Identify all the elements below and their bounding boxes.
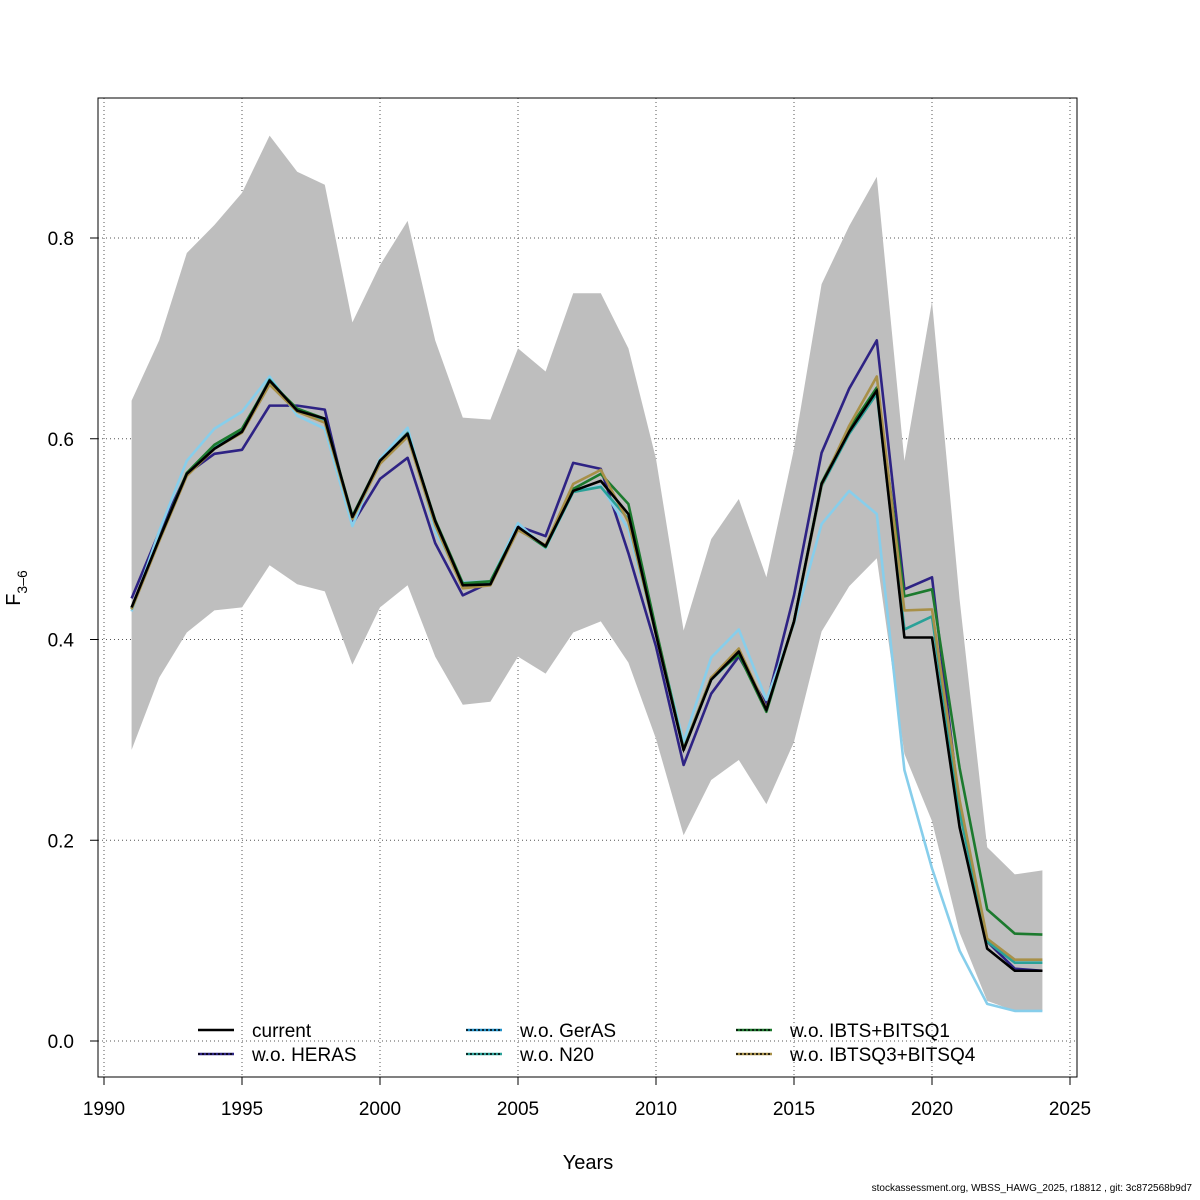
x-tick-label: 2015	[773, 1099, 815, 1120]
x-tick-label: 2010	[635, 1099, 677, 1120]
legend-label: w.o. N20	[519, 1045, 594, 1066]
x-axis: 1990 1995 2000 2005 2010 2015 2020 2025	[83, 1076, 1091, 1120]
series-line-current-overlay	[572, 387, 1043, 972]
legend-item: w.o. HERAS	[198, 1045, 357, 1066]
legend-label: w.o. GerAS	[519, 1021, 616, 1042]
legend-label: w.o. IBTSQ3+BITSQ4	[789, 1045, 976, 1066]
x-tick-label: 1995	[221, 1099, 263, 1120]
series-lines	[130, 339, 1043, 1013]
series-line-w-o-ibtsq3-bitsq4	[130, 375, 1043, 961]
x-tick-label: 2025	[1049, 1099, 1091, 1120]
y-tick-label: 0.8	[48, 229, 74, 250]
y-axis: 0.0 0.2 0.4 0.6 0.8	[48, 229, 99, 1053]
legend-label: current	[252, 1021, 312, 1042]
legend-item: w.o. IBTS+BITSQ1	[736, 1021, 950, 1042]
y-tick-label: 0.6	[48, 430, 74, 451]
y-axis-title-main: F	[3, 594, 25, 606]
legend: current w.o. HERAS w.o. GerAS w.o. N20 w.o. …	[198, 1021, 976, 1066]
y-tick-label: 0.4	[48, 631, 75, 652]
legend-item: w.o. N20	[466, 1045, 594, 1066]
y-axis-title: F3–6	[3, 570, 30, 606]
legend-item: w.o. GerAS	[466, 1021, 616, 1042]
legend-item: current	[198, 1021, 312, 1042]
x-tick-label: 2020	[911, 1099, 953, 1120]
series-line-w-o-heras	[130, 339, 1043, 973]
legend-label: w.o. IBTS+BITSQ1	[789, 1021, 950, 1042]
legend-item: w.o. IBTSQ3+BITSQ4	[736, 1045, 976, 1066]
confidence-band	[131, 135, 1043, 1011]
x-axis-title: Years	[563, 1152, 613, 1174]
x-tick-label: 1990	[83, 1099, 125, 1120]
footer-note: stockassessment.org, WBSS_HAWG_2025, r18…	[871, 1183, 1192, 1194]
y-tick-label: 0.0	[48, 1032, 74, 1053]
confidence-band-area	[131, 135, 1043, 1011]
x-tick-label: 2005	[497, 1099, 539, 1120]
y-axis-title-subscript: 3–6	[14, 570, 30, 594]
legend-label: w.o. HERAS	[251, 1045, 357, 1066]
y-tick-label: 0.2	[48, 831, 74, 852]
x-tick-label: 2000	[359, 1099, 401, 1120]
